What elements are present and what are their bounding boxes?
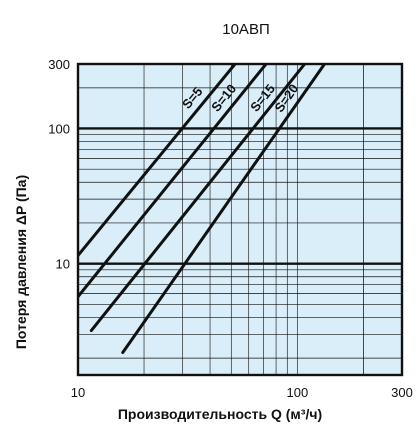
y-tick-label: 300 xyxy=(48,57,70,72)
series-line-1 xyxy=(78,64,237,257)
series-line-3 xyxy=(89,64,307,333)
plot-frame xyxy=(76,62,404,377)
series-line-4 xyxy=(121,64,327,355)
series-line-2 xyxy=(78,64,268,299)
x-tick-label: 10 xyxy=(71,385,85,400)
chart-title: 10АВП xyxy=(222,21,269,38)
plot-background xyxy=(78,64,402,375)
x-axis-label: Производительность Q (м³/ч) xyxy=(118,406,322,422)
x-tick-label: 100 xyxy=(286,385,308,400)
y-axis-label: Потеря давления ΔP (Па) xyxy=(13,175,29,349)
x-tick-label: 300 xyxy=(391,385,413,400)
y-tick-label: 10 xyxy=(56,257,70,272)
y-tick-label: 100 xyxy=(48,121,70,136)
